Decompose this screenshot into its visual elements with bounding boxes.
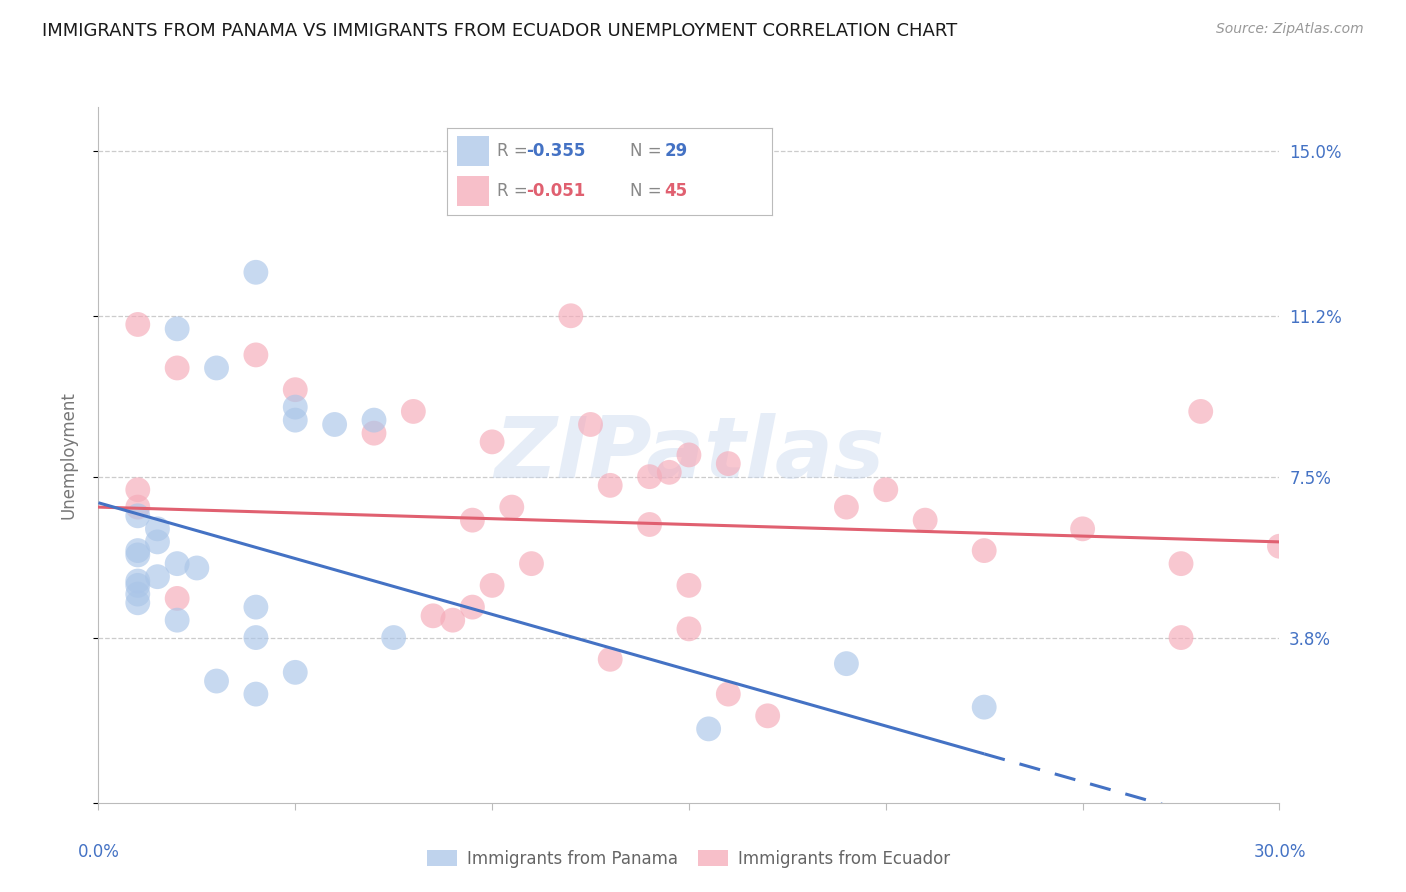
Point [166, 557, 188, 571]
Point [205, 674, 228, 689]
Point [166, 322, 188, 336]
Point [835, 657, 858, 671]
Legend: Immigrants from Panama, Immigrants from Ecuador: Immigrants from Panama, Immigrants from … [420, 843, 957, 874]
Point [835, 500, 858, 514]
Point [166, 360, 188, 375]
Point [875, 483, 897, 497]
Point [638, 469, 661, 483]
Point [579, 417, 602, 432]
Point [756, 708, 779, 723]
Point [127, 483, 149, 497]
Y-axis label: Unemployment: Unemployment [59, 391, 77, 519]
Point [973, 700, 995, 714]
Point [697, 722, 720, 736]
Point [127, 548, 149, 562]
Point [1367, 574, 1389, 588]
Point [461, 513, 484, 527]
Point [323, 417, 346, 432]
Point [973, 543, 995, 558]
Point [1170, 631, 1192, 645]
Point [422, 608, 444, 623]
Point [284, 665, 307, 680]
Point [717, 457, 740, 471]
Point [245, 265, 267, 279]
Point [284, 413, 307, 427]
Point [914, 513, 936, 527]
Point [1367, 566, 1389, 580]
Point [127, 500, 149, 514]
Point [402, 404, 425, 418]
Text: Source: ZipAtlas.com: Source: ZipAtlas.com [1216, 22, 1364, 37]
Point [146, 522, 169, 536]
Point [245, 348, 267, 362]
Point [382, 631, 405, 645]
Point [678, 448, 700, 462]
Point [599, 478, 621, 492]
Point [461, 600, 484, 615]
Point [245, 687, 267, 701]
Point [638, 517, 661, 532]
Point [127, 587, 149, 601]
Point [599, 652, 621, 666]
Point [166, 591, 188, 606]
Point [363, 426, 385, 441]
Point [205, 360, 228, 375]
Point [284, 383, 307, 397]
Point [501, 500, 523, 514]
Point [520, 557, 543, 571]
Point [678, 578, 700, 592]
Point [678, 622, 700, 636]
Point [441, 613, 464, 627]
Point [481, 434, 503, 449]
Point [717, 687, 740, 701]
Point [1189, 404, 1212, 418]
Point [1071, 522, 1094, 536]
Point [127, 508, 149, 523]
Point [245, 631, 267, 645]
Point [127, 574, 149, 588]
Point [166, 613, 188, 627]
Point [146, 535, 169, 549]
Point [146, 570, 169, 584]
Text: ZIPatlas: ZIPatlas [494, 413, 884, 497]
Point [363, 413, 385, 427]
Point [284, 400, 307, 414]
Text: 0.0%: 0.0% [77, 843, 120, 861]
Point [127, 318, 149, 332]
Point [481, 578, 503, 592]
Text: IMMIGRANTS FROM PANAMA VS IMMIGRANTS FROM ECUADOR UNEMPLOYMENT CORRELATION CHART: IMMIGRANTS FROM PANAMA VS IMMIGRANTS FRO… [42, 22, 957, 40]
Point [1170, 557, 1192, 571]
Point [127, 596, 149, 610]
Point [658, 466, 681, 480]
Point [186, 561, 208, 575]
Point [1268, 539, 1291, 553]
Point [245, 600, 267, 615]
Point [127, 578, 149, 592]
Point [560, 309, 582, 323]
Point [127, 543, 149, 558]
Text: 30.0%: 30.0% [1253, 843, 1306, 861]
